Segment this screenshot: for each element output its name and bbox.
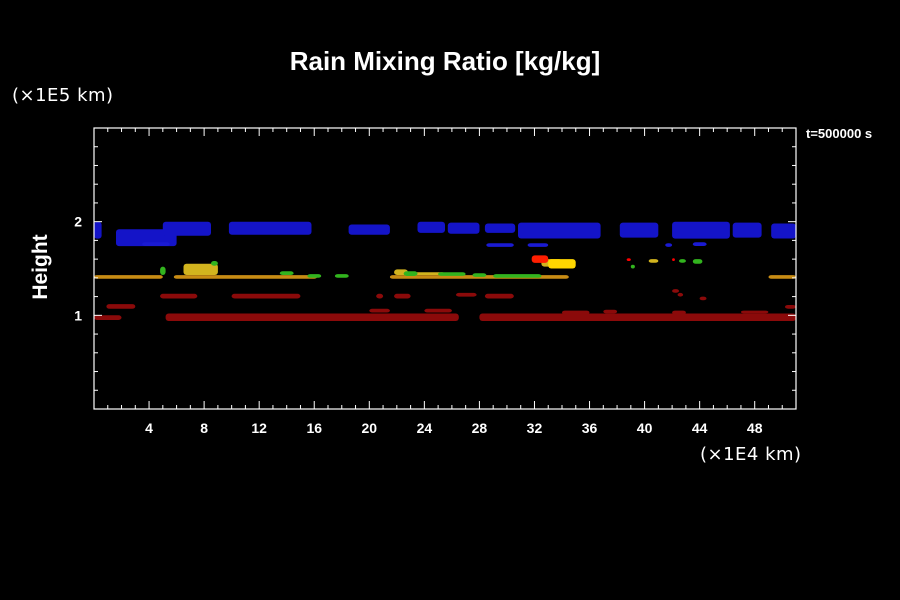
rain-patch — [672, 289, 679, 293]
rain-patch — [228, 221, 312, 235]
rain-patch — [403, 271, 418, 276]
rain-patch — [456, 292, 477, 297]
x-tick-label: 24 — [417, 420, 433, 436]
x-tick-label: 40 — [637, 420, 653, 436]
rain-patch — [562, 310, 590, 315]
rain-patch — [116, 229, 177, 247]
rain-patch — [165, 313, 459, 321]
rain-patch — [648, 259, 659, 263]
rain-patch — [142, 242, 170, 246]
rain-patch — [493, 274, 542, 278]
time-label: t=500000 s — [806, 126, 873, 141]
rain-patch — [484, 293, 514, 299]
rain-patch — [518, 222, 601, 239]
rain-patch — [785, 305, 796, 309]
rain-patch — [527, 243, 549, 247]
x-axis-unit: (×1E4 km) — [700, 444, 802, 465]
x-tick-label: 44 — [692, 420, 708, 436]
rain-patch — [279, 271, 294, 275]
x-tick-label: 20 — [362, 420, 378, 436]
y-axis-label: Height — [29, 234, 52, 300]
x-tick-label: 4 — [145, 420, 153, 436]
y-axis-ticks: 12 — [74, 146, 796, 391]
rain-patch — [768, 275, 796, 279]
rain-patch — [699, 296, 707, 301]
rain-patch — [106, 304, 136, 309]
rain-patch — [677, 292, 684, 297]
rain-patch — [160, 266, 166, 275]
rain-patch — [447, 222, 480, 234]
rain-patch — [479, 313, 796, 321]
rain-patch — [173, 275, 317, 279]
x-tick-label: 28 — [472, 420, 488, 436]
rain-patch — [665, 243, 673, 247]
rain-patch — [484, 223, 516, 233]
chart-title: Rain Mixing Ratio [kg/kg] — [289, 46, 601, 76]
rain-patch — [679, 259, 686, 263]
rain-patch — [630, 264, 635, 269]
rain-patch — [740, 310, 769, 314]
rain-patch — [626, 258, 631, 261]
x-tick-label: 36 — [582, 420, 598, 436]
rain-patch — [94, 275, 163, 279]
rain-patch — [692, 259, 703, 264]
rain-patch — [486, 243, 514, 247]
axes-frame — [93, 127, 797, 410]
x-axis-ticks: 4 8 12 16 20 24 28 32 36 40 44 48 — [107, 128, 783, 436]
rain-patch — [771, 223, 796, 239]
rain-patch — [394, 293, 411, 299]
rain-patch — [376, 293, 384, 299]
rain-patch — [231, 293, 301, 299]
x-tick-label: 12 — [251, 420, 267, 436]
rain-patch — [548, 259, 576, 269]
rain-patch — [417, 221, 445, 233]
rain-patch — [94, 221, 102, 239]
rain-patch — [162, 221, 211, 236]
rain-patch — [369, 308, 390, 313]
y-tick-label: 1 — [74, 307, 82, 323]
x-tick-label: 8 — [200, 420, 208, 436]
rain-patch — [732, 222, 762, 238]
rain-patch — [348, 224, 390, 235]
rain-patch — [183, 263, 218, 275]
rain-patch — [94, 315, 122, 320]
rain-patch — [410, 272, 445, 275]
y-tick-label: 2 — [74, 214, 82, 230]
rain-patch — [438, 272, 466, 276]
data-marks — [94, 221, 796, 321]
y-axis-unit: (×1E5 km) — [12, 85, 114, 106]
rain-patch — [424, 308, 452, 313]
rain-patch — [531, 255, 549, 263]
rain-patch — [619, 222, 659, 238]
plot-border — [93, 127, 797, 410]
x-tick-label: 48 — [747, 420, 763, 436]
x-tick-label: 32 — [527, 420, 543, 436]
rain-patch — [307, 274, 322, 278]
rain-patch — [334, 274, 349, 278]
rain-patch — [472, 273, 487, 277]
x-tick-label: 16 — [306, 420, 322, 436]
rain-patch — [672, 258, 675, 261]
rain-patch — [160, 293, 198, 299]
rain-patch — [692, 242, 707, 246]
rain-patch — [672, 310, 686, 315]
rain-patch — [603, 309, 618, 314]
rain-patch — [672, 221, 730, 239]
rain-patch — [211, 261, 218, 266]
